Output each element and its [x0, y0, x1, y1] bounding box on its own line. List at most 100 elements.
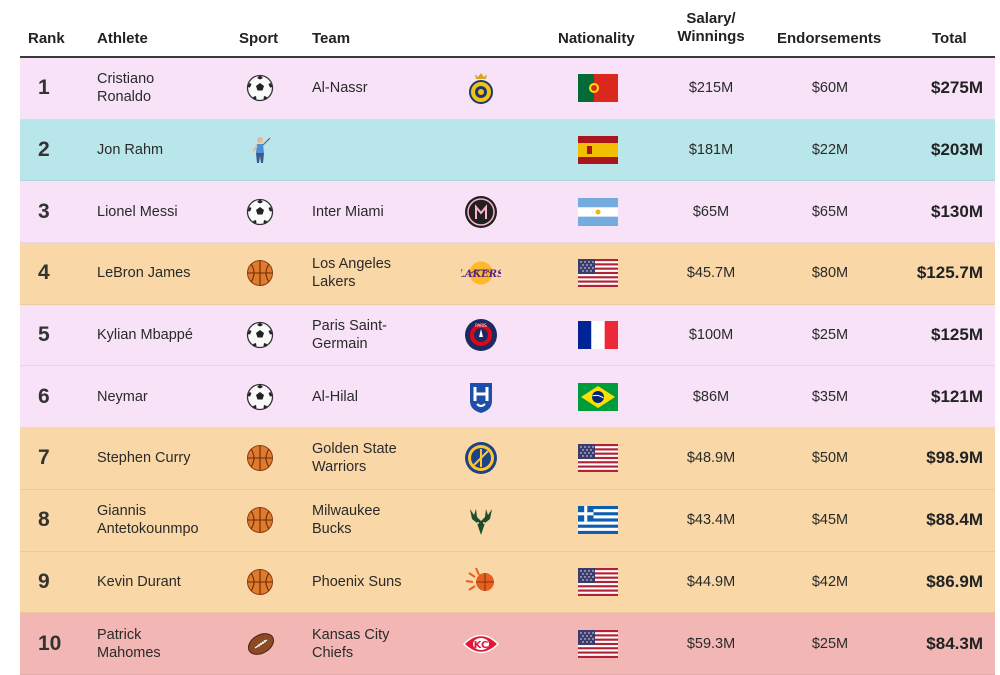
basketball-icon: [246, 243, 274, 304]
team-name-line2: Bucks: [312, 521, 352, 538]
header-team: Team: [312, 30, 351, 47]
golfer-icon: [246, 120, 274, 181]
salary-cell: $181M: [688, 142, 734, 159]
table-header: Rank Athlete Sport Team Nationality Sala…: [20, 0, 995, 58]
usa-flag-icon: [578, 567, 618, 596]
athlete-cell: Kevin Durant: [97, 552, 227, 613]
athlete-cell: Lionel Messi: [97, 181, 227, 242]
total-cell: $130M: [931, 201, 983, 221]
team-name-line2: Chiefs: [312, 644, 354, 661]
spain-flag-icon: [578, 136, 618, 165]
header-salary: Salary/Winnings: [670, 10, 752, 46]
lakers-logo-icon: LAKERS: [461, 243, 501, 304]
team-cell: Al-Nassr: [312, 58, 422, 119]
rank-cell: 9: [38, 569, 50, 593]
team-name-line1: Milwaukee: [312, 503, 381, 520]
athlete-cell: Kylian Mbappé: [97, 305, 227, 366]
svg-text:KC: KC: [474, 640, 489, 651]
al-hilal-logo-icon: [461, 366, 501, 427]
american-football-icon: [246, 613, 276, 674]
athlete-name-line2: Ronaldo: [97, 89, 152, 106]
rank-cell: 6: [38, 384, 50, 408]
endorsements-cell: $65M: [811, 203, 849, 220]
header-sport: Sport: [239, 30, 279, 47]
inter-miami-logo-icon: [461, 181, 501, 242]
rank-cell: 3: [38, 199, 50, 223]
table-row: 3 Lionel Messi Inter Miami $65M $65M $130M: [20, 181, 995, 244]
team-cell: Paris Saint- Germain: [312, 305, 422, 366]
total-cell: $125.7M: [916, 263, 983, 283]
athlete-name-line1: Cristiano: [97, 71, 155, 88]
argentina-flag-icon: [578, 197, 618, 226]
team-name-line1: Paris Saint-: [312, 318, 387, 335]
soccer-ball-icon: [246, 305, 274, 366]
team-cell: Al-Hilal: [312, 366, 422, 427]
table-row: 2 Jon Rahm $181M $22M $203M: [20, 119, 995, 182]
salary-cell: $65M: [692, 203, 730, 220]
athlete-cell: LeBron James: [97, 243, 227, 304]
team-cell: Los Angeles Lakers: [312, 243, 422, 304]
salary-cell: $59.3M: [686, 635, 736, 652]
athlete-name-line1: Stephen Curry: [97, 450, 191, 467]
salary-cell: $43.4M: [686, 512, 736, 529]
athlete-name-line2: Mahomes: [97, 644, 161, 661]
soccer-ball-icon: [246, 366, 274, 427]
total-cell: $121M: [931, 386, 983, 406]
salary-cell: $215M: [688, 80, 734, 97]
brazil-flag-icon: [578, 382, 618, 411]
usa-flag-icon: [578, 444, 618, 473]
table-row: 6 Neymar Al-Hilal $86M $35M $121M: [20, 366, 995, 429]
athlete-name-line1: Kevin Durant: [97, 573, 181, 590]
salary-cell: $48.9M: [686, 450, 736, 467]
rank-cell: 4: [38, 261, 50, 285]
portugal-flag-icon: [578, 74, 618, 103]
endorsements-cell: $45M: [811, 512, 849, 529]
basketball-icon: [246, 490, 274, 551]
team-name-line1: Inter Miami: [312, 203, 384, 220]
table-row: 5 Kylian Mbappé Paris Saint- Germain PARIS $1…: [20, 304, 995, 367]
header-endorsements: Endorsements: [777, 30, 882, 47]
team-cell: [312, 120, 422, 181]
team-name-line1: Al-Nassr: [312, 80, 368, 97]
svg-text:LAKERS: LAKERS: [461, 269, 501, 280]
salary-cell: $86M: [692, 388, 730, 405]
athlete-name-line1: Neymar: [97, 388, 148, 405]
psg-logo-icon: PARIS: [461, 305, 501, 366]
endorsements-cell: $42M: [811, 573, 849, 590]
rank-cell: 5: [38, 323, 50, 347]
athlete-name-line1: LeBron James: [97, 265, 191, 282]
total-cell: $88.4M: [926, 510, 983, 530]
total-cell: $203M: [931, 140, 983, 160]
endorsements-cell: $25M: [811, 327, 849, 344]
salary-cell: $45.7M: [686, 265, 736, 282]
soccer-ball-icon: [246, 181, 274, 242]
header-athlete: Athlete: [97, 30, 148, 47]
endorsements-cell: $25M: [811, 635, 849, 652]
suns-logo-icon: [461, 552, 501, 613]
endorsements-cell: $35M: [811, 388, 849, 405]
team-cell: Kansas City Chiefs: [312, 613, 422, 674]
team-cell: Phoenix Suns: [312, 552, 422, 613]
team-cell: Inter Miami: [312, 181, 422, 242]
rank-cell: 7: [38, 446, 50, 470]
chiefs-logo-icon: KC: [461, 613, 501, 674]
rank-cell: 8: [38, 508, 50, 532]
header-rank: Rank: [28, 30, 65, 47]
total-cell: $125M: [931, 325, 983, 345]
usa-flag-icon: [578, 629, 618, 658]
athlete-cell: Giannis Antetokounmpo: [97, 490, 227, 551]
table-body: 1 Cristiano Ronaldo Al-Nassr $215M $60M $275M 2…: [20, 58, 995, 675]
athlete-cell: Stephen Curry: [97, 428, 227, 489]
bucks-logo-icon: [461, 490, 501, 551]
rank-cell: 2: [38, 138, 50, 162]
header-salary-line1: Salary/: [686, 10, 736, 27]
endorsements-cell: $80M: [811, 265, 849, 282]
team-name-line2: Germain: [312, 336, 368, 353]
team-name-line1: Kansas City: [312, 626, 390, 643]
athlete-cell: Jon Rahm: [97, 120, 227, 181]
athlete-name-line1: Kylian Mbappé: [97, 327, 193, 344]
team-cell: Milwaukee Bucks: [312, 490, 422, 551]
basketball-icon: [246, 428, 274, 489]
athlete-cell: Neymar: [97, 366, 227, 427]
